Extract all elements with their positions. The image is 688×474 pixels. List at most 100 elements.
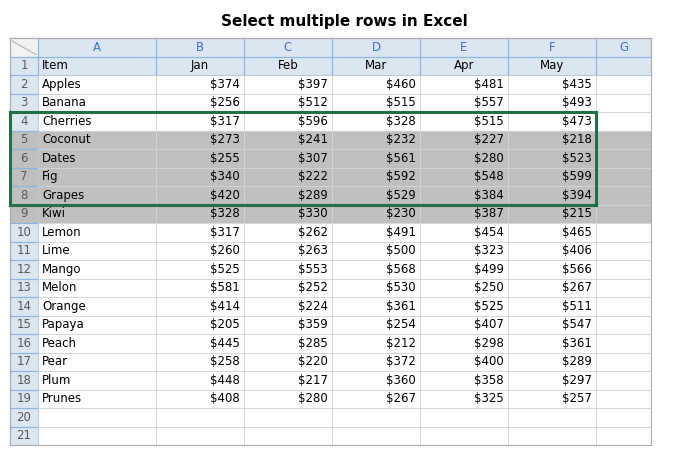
- Text: $263: $263: [298, 244, 328, 257]
- Text: 21: 21: [17, 429, 32, 442]
- Text: $500: $500: [387, 244, 416, 257]
- Bar: [10, 279, 38, 297]
- Text: $465: $465: [562, 226, 592, 239]
- Text: $317: $317: [210, 115, 240, 128]
- Bar: [508, 316, 596, 334]
- Bar: [156, 149, 244, 167]
- Bar: [10, 353, 38, 371]
- Bar: [156, 130, 244, 149]
- Text: $384: $384: [474, 189, 504, 202]
- Text: B: B: [196, 41, 204, 54]
- Bar: [596, 75, 651, 93]
- Bar: [10, 260, 38, 279]
- Bar: [420, 130, 508, 149]
- Text: D: D: [372, 41, 380, 54]
- Text: $445: $445: [210, 337, 240, 350]
- Bar: [420, 390, 508, 408]
- Bar: [38, 38, 156, 56]
- Bar: [244, 408, 332, 427]
- Bar: [508, 149, 596, 167]
- Bar: [244, 353, 332, 371]
- Bar: [10, 408, 38, 427]
- Bar: [244, 204, 332, 223]
- Text: $596: $596: [298, 115, 328, 128]
- Text: $330: $330: [299, 207, 328, 220]
- Text: $394: $394: [562, 189, 592, 202]
- Text: $328: $328: [211, 207, 240, 220]
- Bar: [420, 93, 508, 112]
- Text: $599: $599: [562, 170, 592, 183]
- Bar: [332, 186, 420, 204]
- Text: Item: Item: [42, 59, 69, 72]
- Bar: [508, 241, 596, 260]
- Bar: [10, 334, 38, 353]
- Text: 8: 8: [21, 189, 28, 202]
- Bar: [508, 93, 596, 112]
- Bar: [420, 112, 508, 130]
- Bar: [332, 149, 420, 167]
- Bar: [38, 56, 156, 75]
- Bar: [38, 112, 156, 130]
- Text: $254: $254: [386, 318, 416, 331]
- Text: Papaya: Papaya: [42, 318, 85, 331]
- Bar: [596, 316, 651, 334]
- Bar: [508, 427, 596, 445]
- Bar: [156, 112, 244, 130]
- Bar: [10, 75, 38, 93]
- Bar: [508, 334, 596, 353]
- Bar: [420, 186, 508, 204]
- Text: $285: $285: [299, 337, 328, 350]
- Text: $493: $493: [562, 96, 592, 109]
- Text: $267: $267: [386, 392, 416, 405]
- Text: $568: $568: [386, 263, 416, 276]
- Text: $372: $372: [386, 355, 416, 368]
- Text: $280: $280: [474, 152, 504, 165]
- Text: May: May: [540, 59, 564, 72]
- Text: $212: $212: [386, 337, 416, 350]
- Bar: [332, 75, 420, 93]
- Bar: [38, 223, 156, 241]
- Bar: [420, 353, 508, 371]
- Text: $256: $256: [210, 96, 240, 109]
- Bar: [508, 353, 596, 371]
- Bar: [332, 56, 420, 75]
- Bar: [508, 167, 596, 186]
- Text: 5: 5: [21, 133, 28, 146]
- Text: Jan: Jan: [191, 59, 209, 72]
- Text: $241: $241: [298, 133, 328, 146]
- Text: Dates: Dates: [42, 152, 76, 165]
- Text: $581: $581: [211, 281, 240, 294]
- Text: $408: $408: [211, 392, 240, 405]
- Bar: [244, 260, 332, 279]
- Bar: [420, 279, 508, 297]
- Bar: [38, 334, 156, 353]
- Text: $252: $252: [298, 281, 328, 294]
- Text: 14: 14: [17, 300, 32, 313]
- Bar: [156, 38, 244, 56]
- Bar: [332, 390, 420, 408]
- Bar: [244, 371, 332, 390]
- Bar: [156, 279, 244, 297]
- Bar: [596, 353, 651, 371]
- Bar: [244, 112, 332, 130]
- Bar: [596, 260, 651, 279]
- Bar: [596, 334, 651, 353]
- Bar: [38, 353, 156, 371]
- Bar: [38, 149, 156, 167]
- Text: Prunes: Prunes: [42, 392, 82, 405]
- Bar: [508, 186, 596, 204]
- Text: $298: $298: [474, 337, 504, 350]
- Bar: [508, 408, 596, 427]
- Bar: [244, 390, 332, 408]
- Bar: [332, 167, 420, 186]
- Text: 2: 2: [20, 78, 28, 91]
- Bar: [10, 149, 38, 167]
- Text: $218: $218: [562, 133, 592, 146]
- Bar: [508, 38, 596, 56]
- Bar: [596, 408, 651, 427]
- Bar: [38, 260, 156, 279]
- Text: $232: $232: [386, 133, 416, 146]
- Text: $289: $289: [562, 355, 592, 368]
- Bar: [596, 56, 651, 75]
- Bar: [596, 112, 651, 130]
